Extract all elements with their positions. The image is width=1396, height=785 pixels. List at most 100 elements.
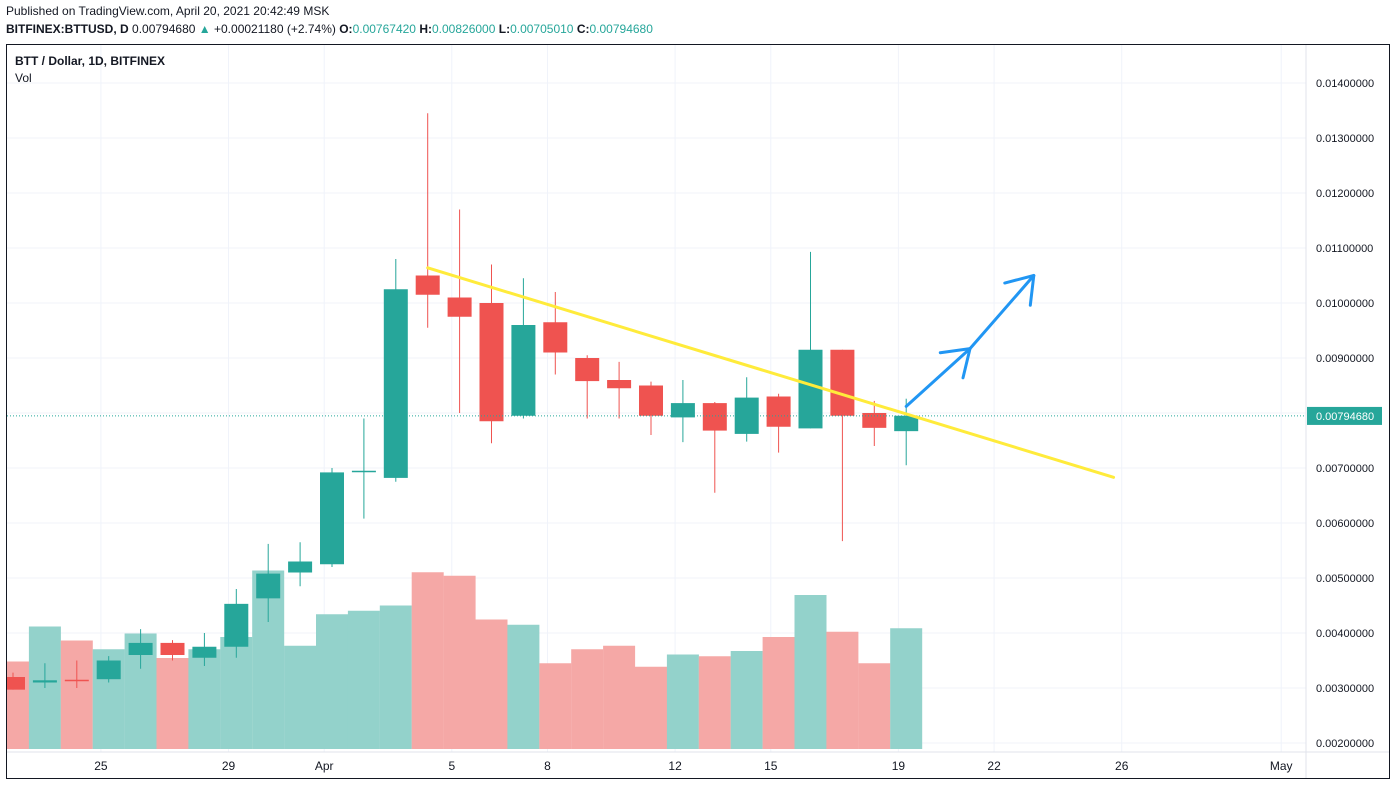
candle-body xyxy=(702,403,727,431)
legend-volume: Vol xyxy=(15,71,32,85)
chart-legend: BTT / Dollar, 1D, BITFINEX Vol xyxy=(15,53,165,87)
volume-bar xyxy=(284,645,317,749)
x-tick-label: 12 xyxy=(668,759,682,773)
candle-body xyxy=(64,679,89,682)
candle-body xyxy=(288,561,313,573)
low-label: L: xyxy=(498,22,511,36)
volume-bar xyxy=(539,663,572,749)
x-tick-label: 25 xyxy=(94,759,108,773)
y-tick-label: 0.00600000 xyxy=(1316,518,1374,530)
volume-bar xyxy=(858,663,891,749)
candle-body xyxy=(383,289,408,478)
x-tick-label: 29 xyxy=(222,759,236,773)
arrow-shaft xyxy=(904,347,972,408)
candle-body xyxy=(192,646,217,658)
volume-bar xyxy=(794,595,827,749)
up-triangle-icon: ▲ xyxy=(198,22,211,36)
candle-body xyxy=(7,677,25,690)
volume-bar xyxy=(411,572,444,749)
y-tick-label: 0.01300000 xyxy=(1316,133,1374,145)
volume-bar xyxy=(603,645,636,749)
candle-body xyxy=(798,349,823,429)
price-change: +0.00021180 (+2.74%) xyxy=(214,22,336,36)
y-tick-label: 0.01200000 xyxy=(1316,188,1374,200)
volume-bar xyxy=(666,654,699,749)
last-price-tag-label: 0.00794680 xyxy=(1316,411,1374,423)
candle-body xyxy=(830,349,855,416)
candle-body xyxy=(479,303,504,422)
volume-bar xyxy=(379,605,412,749)
candle-body xyxy=(32,680,57,683)
y-tick-label: 0.01400000 xyxy=(1316,78,1374,90)
low-value: 0.00705010 xyxy=(510,22,574,36)
x-tick-label: May xyxy=(1270,759,1293,773)
chart-frame xyxy=(6,44,1390,779)
candle-body xyxy=(670,403,695,418)
open-label: O: xyxy=(339,22,353,36)
series-layer xyxy=(7,113,1306,749)
ohlc-header: BITFINEX:BTTUSD, D 0.00794680 ▲ +0.00021… xyxy=(6,22,653,36)
volume-bar xyxy=(890,628,923,749)
y-tick-label: 0.00900000 xyxy=(1316,353,1374,365)
volume-bar xyxy=(730,651,763,749)
x-tick-label: 22 xyxy=(987,759,1001,773)
y-tick-label: 0.00500000 xyxy=(1316,573,1374,585)
candle-body xyxy=(607,380,632,389)
arrow-shaft xyxy=(968,274,1036,351)
volume-bar xyxy=(443,575,476,749)
volume-bar xyxy=(507,624,540,749)
x-tick-label: 5 xyxy=(448,759,455,773)
symbol-label: BITFINEX:BTTUSD, D xyxy=(6,22,129,36)
arrow-head-icon xyxy=(1003,274,1036,307)
candle-body xyxy=(96,660,121,680)
volume-bar xyxy=(762,637,795,749)
close-value: 0.00794680 xyxy=(589,22,653,36)
volume-bar xyxy=(635,666,667,749)
x-tick-label: 8 xyxy=(544,759,551,773)
candle-body xyxy=(639,385,663,416)
candle-body xyxy=(256,573,281,599)
candle-body xyxy=(734,397,759,434)
candle-body xyxy=(160,642,185,655)
candle-body xyxy=(447,297,472,317)
last-price: 0.00794680 xyxy=(132,22,196,36)
candle-body xyxy=(575,358,600,382)
candle-body xyxy=(415,275,440,295)
candle-body xyxy=(766,396,791,427)
x-tick-label: 19 xyxy=(892,759,906,773)
candle-body xyxy=(894,415,919,432)
volume-bar xyxy=(156,658,189,749)
candle-body xyxy=(224,603,249,647)
candle-body xyxy=(320,472,344,565)
volume-bar xyxy=(826,631,859,749)
volume-bar xyxy=(7,661,29,749)
volume-bar xyxy=(475,619,508,749)
volume-bar xyxy=(60,640,93,749)
y-tick-label: 0.01000000 xyxy=(1316,298,1374,310)
volume-bar xyxy=(571,649,604,749)
y-tick-label: 0.01100000 xyxy=(1316,243,1373,255)
open-value: 0.00767420 xyxy=(352,22,416,36)
y-tick-label: 0.00200000 xyxy=(1316,738,1374,750)
volume-bar xyxy=(698,656,731,749)
candle-body xyxy=(543,322,568,353)
y-tick-label: 0.00300000 xyxy=(1316,683,1374,695)
trend-line xyxy=(426,266,1116,479)
candle-body xyxy=(862,413,887,428)
volume-bar xyxy=(347,610,380,749)
volume-bar xyxy=(316,614,348,749)
x-tick-label: 26 xyxy=(1115,759,1129,773)
y-tick-label: 0.00700000 xyxy=(1316,463,1374,475)
y-tick-label: 0.00400000 xyxy=(1316,628,1374,640)
high-label: H: xyxy=(419,22,432,36)
last-price-tag xyxy=(1307,406,1382,425)
legend-title: BTT / Dollar, 1D, BITFINEX xyxy=(15,54,166,68)
high-value: 0.00826000 xyxy=(431,22,496,36)
close-label: C: xyxy=(576,22,590,36)
x-tick-label: 15 xyxy=(764,759,778,773)
candle-body xyxy=(511,325,536,416)
candle-body xyxy=(128,642,153,655)
published-line: Published on TradingView.com, April 20, … xyxy=(6,4,330,18)
x-tick-label: Apr xyxy=(315,759,334,773)
